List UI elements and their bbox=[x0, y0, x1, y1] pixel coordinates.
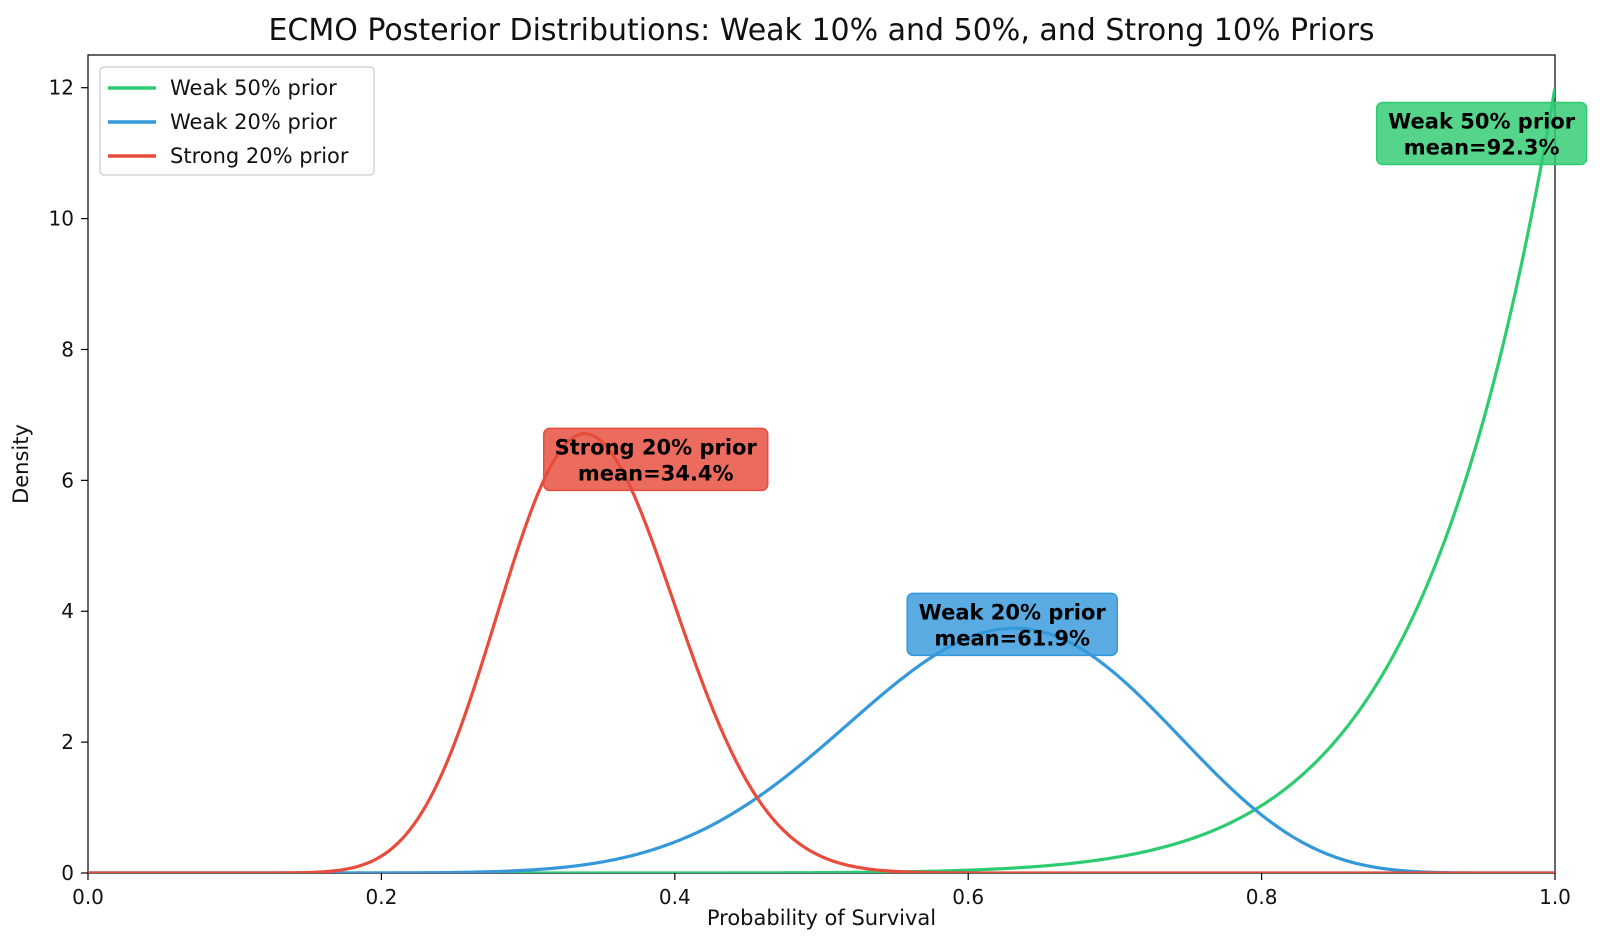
y-axis-label: Density bbox=[9, 424, 33, 504]
x-tick-label: 0.2 bbox=[365, 885, 397, 909]
x-tick-label: 0.0 bbox=[72, 885, 104, 909]
annotation-box-strong-20-prior bbox=[542, 427, 769, 492]
annotation-mean-weak-50-prior: mean=92.3% bbox=[1404, 136, 1560, 160]
series-line-weak-20-prior bbox=[88, 626, 1555, 873]
series-line-strong-20-prior bbox=[88, 432, 1555, 873]
y-tick-label: 2 bbox=[61, 730, 74, 754]
chart-title: ECMO Posterior Distributions: Weak 10% a… bbox=[268, 13, 1374, 48]
annotation-box-weak-20-prior bbox=[906, 592, 1118, 657]
legend-label-strong-20-prior: Strong 20% prior bbox=[170, 144, 349, 168]
legend-label-weak-50-prior: Weak 50% prior bbox=[170, 76, 337, 100]
annotation-title-strong-20-prior: Strong 20% prior bbox=[555, 435, 758, 459]
plot-frame bbox=[87, 54, 1556, 874]
y-tick-label: 10 bbox=[49, 207, 74, 231]
legend bbox=[99, 66, 375, 176]
y-tick-label: 12 bbox=[49, 76, 74, 100]
annotation-mean-weak-20-prior: mean=61.9% bbox=[934, 626, 1090, 650]
annotation-title-weak-20-prior: Weak 20% prior bbox=[919, 600, 1107, 624]
x-tick-label: 0.6 bbox=[952, 885, 984, 909]
y-tick-label: 4 bbox=[61, 599, 74, 623]
y-tick-label: 6 bbox=[61, 468, 74, 492]
annotation-title-weak-50-prior: Weak 50% prior bbox=[1388, 110, 1576, 134]
series-line-weak-50-prior bbox=[88, 87, 1555, 873]
annotation-box-weak-50-prior bbox=[1375, 101, 1588, 166]
legend-label-weak-20-prior: Weak 20% prior bbox=[170, 110, 337, 134]
y-tick-label: 8 bbox=[61, 337, 74, 361]
x-tick-label: 0.4 bbox=[659, 885, 691, 909]
x-tick-label: 1.0 bbox=[1539, 885, 1571, 909]
x-axis-label: Probability of Survival bbox=[707, 906, 936, 930]
y-tick-label: 0 bbox=[61, 861, 74, 885]
x-tick-label: 0.8 bbox=[1246, 885, 1278, 909]
annotation-mean-strong-20-prior: mean=34.4% bbox=[578, 461, 734, 485]
